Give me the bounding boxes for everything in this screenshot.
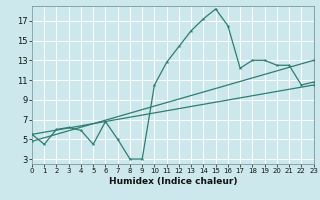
X-axis label: Humidex (Indice chaleur): Humidex (Indice chaleur): [108, 177, 237, 186]
